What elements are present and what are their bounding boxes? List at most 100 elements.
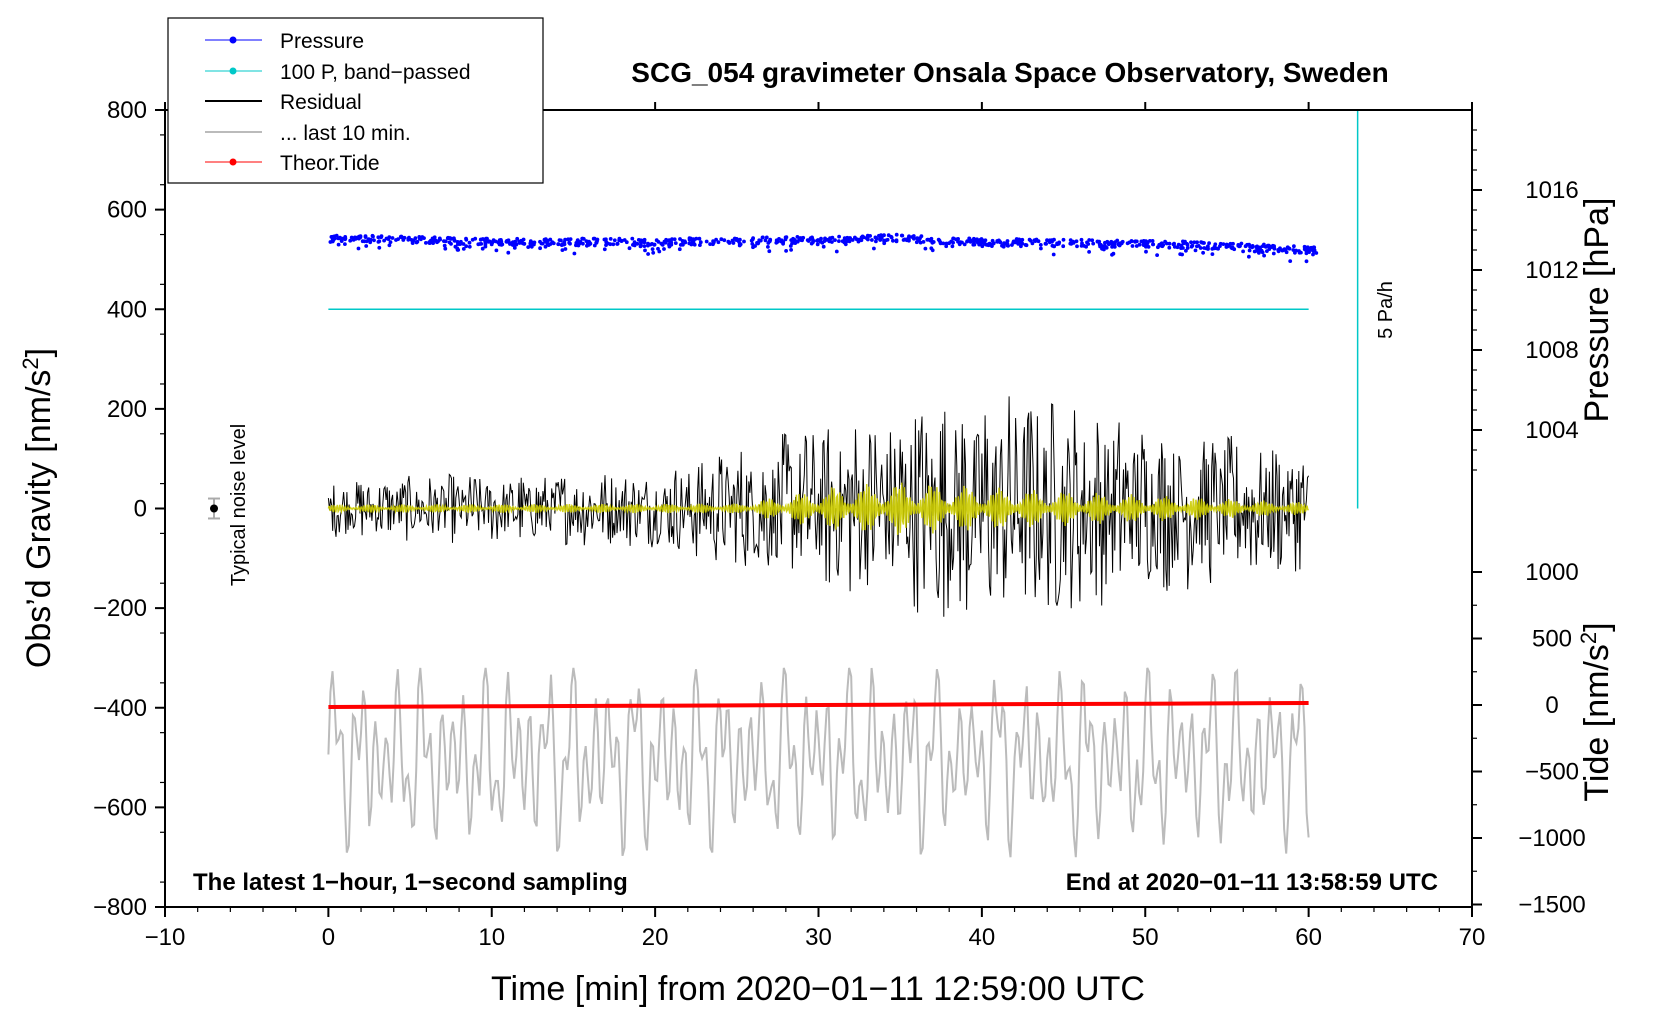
pressure-point xyxy=(659,241,664,246)
pressure-point xyxy=(467,240,472,245)
x-tick-label: 70 xyxy=(1459,924,1486,951)
pressure-point xyxy=(1239,241,1244,246)
pressure-point xyxy=(711,239,715,244)
pressure-point xyxy=(1016,242,1021,246)
pressure-point xyxy=(1079,244,1084,248)
pressure-point xyxy=(834,249,839,254)
plot-data-layer xyxy=(208,110,1359,858)
pressure-point xyxy=(1116,241,1121,246)
pressure-point xyxy=(1202,241,1206,245)
pressure-point xyxy=(764,235,769,240)
pressure-point xyxy=(485,239,489,244)
pressure-point xyxy=(833,238,837,243)
pressure-point xyxy=(1199,240,1203,245)
x-tick-label: 30 xyxy=(805,924,832,951)
pressure-point xyxy=(650,247,655,252)
pressure-point xyxy=(677,247,682,252)
pressure-point xyxy=(1193,248,1198,253)
pressure-point xyxy=(756,241,761,245)
pressure-point xyxy=(1095,239,1100,244)
pressure-point xyxy=(830,240,834,244)
pressure-point xyxy=(545,238,550,243)
pressure-point xyxy=(951,240,955,245)
pressure-point xyxy=(1224,242,1229,247)
pressure-point xyxy=(506,250,511,255)
pressure-point xyxy=(894,232,899,237)
pressure-point xyxy=(979,237,984,241)
pressure-point xyxy=(749,238,754,243)
pressure-point xyxy=(511,240,515,245)
legend: Pressure 100 P, band−passed Residual ...… xyxy=(167,17,544,184)
x-tick-label: 40 xyxy=(969,924,996,951)
pressure-point xyxy=(461,242,466,246)
pressure-point xyxy=(379,235,383,240)
pressure-point xyxy=(632,242,636,247)
pressure-point xyxy=(1097,242,1102,247)
pressure-point xyxy=(711,242,715,247)
pressure-point xyxy=(646,243,650,248)
pressure-point xyxy=(673,241,678,246)
pressure-point xyxy=(519,238,524,243)
pressure-point xyxy=(1045,238,1049,243)
pressure-point xyxy=(1112,242,1117,247)
pressure-point xyxy=(1130,244,1135,248)
pressure-point xyxy=(1250,244,1255,248)
pressure-point xyxy=(737,241,742,246)
pressure-point xyxy=(845,235,850,240)
pressure-point xyxy=(1043,241,1048,246)
pressure-point xyxy=(526,245,531,250)
pressure-point xyxy=(568,237,573,242)
pressure-point xyxy=(372,238,376,243)
pressure-point xyxy=(930,248,935,253)
pressure-point xyxy=(840,239,845,244)
noise-level-point xyxy=(210,504,219,513)
noise-level-label: Typical noise level xyxy=(228,424,250,586)
y-axis-title-tide-sup: 2 xyxy=(1576,632,1601,644)
pressure-point xyxy=(362,239,367,244)
pressure-point xyxy=(767,249,772,254)
pressure-point xyxy=(567,240,572,245)
pressure-point xyxy=(1206,247,1210,251)
pressure-point xyxy=(431,238,436,243)
pressure-point xyxy=(464,244,469,249)
annotation-end-time: End at 2020−01−11 13:58:59 UTC xyxy=(1066,869,1438,896)
pressure-point xyxy=(928,238,933,243)
y-axis-title-left-end: ] xyxy=(20,348,58,357)
pressure-point xyxy=(1091,241,1096,246)
pressure-point xyxy=(353,237,358,241)
pressure-point xyxy=(828,236,833,241)
pressure-point xyxy=(494,248,499,253)
pressure-point xyxy=(386,237,391,242)
legend-last10-label: ... last 10 min. xyxy=(280,122,411,145)
pressure-point xyxy=(532,242,536,247)
pressure-point xyxy=(551,241,556,246)
pressure-point xyxy=(615,242,620,246)
pressure-point xyxy=(1297,250,1302,255)
pressure-point xyxy=(512,243,517,248)
y-tick-label: 600 xyxy=(107,197,147,224)
pressure-point xyxy=(907,237,911,242)
pressure-point xyxy=(1231,241,1235,246)
pressure-point xyxy=(1184,248,1188,253)
pressure-point xyxy=(1161,243,1166,247)
pressure-point xyxy=(1033,239,1038,244)
pressure-point xyxy=(672,237,677,242)
pressure-point xyxy=(1221,242,1226,247)
pressure-point xyxy=(1304,259,1309,264)
pressure-point xyxy=(368,240,373,245)
pressure-point xyxy=(847,239,852,244)
y-axis-title-left-main: Obs’d Gravity [nm/s xyxy=(20,370,58,669)
annotation-sampling: The latest 1−hour, 1−second sampling xyxy=(193,869,628,896)
pressure-point xyxy=(559,243,564,248)
pressure-point xyxy=(538,246,542,251)
y-tick-label: −200 xyxy=(93,595,147,622)
pressure-point xyxy=(980,244,985,249)
pressure-point xyxy=(543,244,548,249)
pressure-point xyxy=(396,237,400,242)
pressure-point xyxy=(1265,249,1269,254)
pressure-point xyxy=(1206,244,1210,249)
pressure-point xyxy=(1311,249,1316,254)
pressure-point xyxy=(1252,249,1257,254)
pressure-point xyxy=(1020,237,1025,242)
